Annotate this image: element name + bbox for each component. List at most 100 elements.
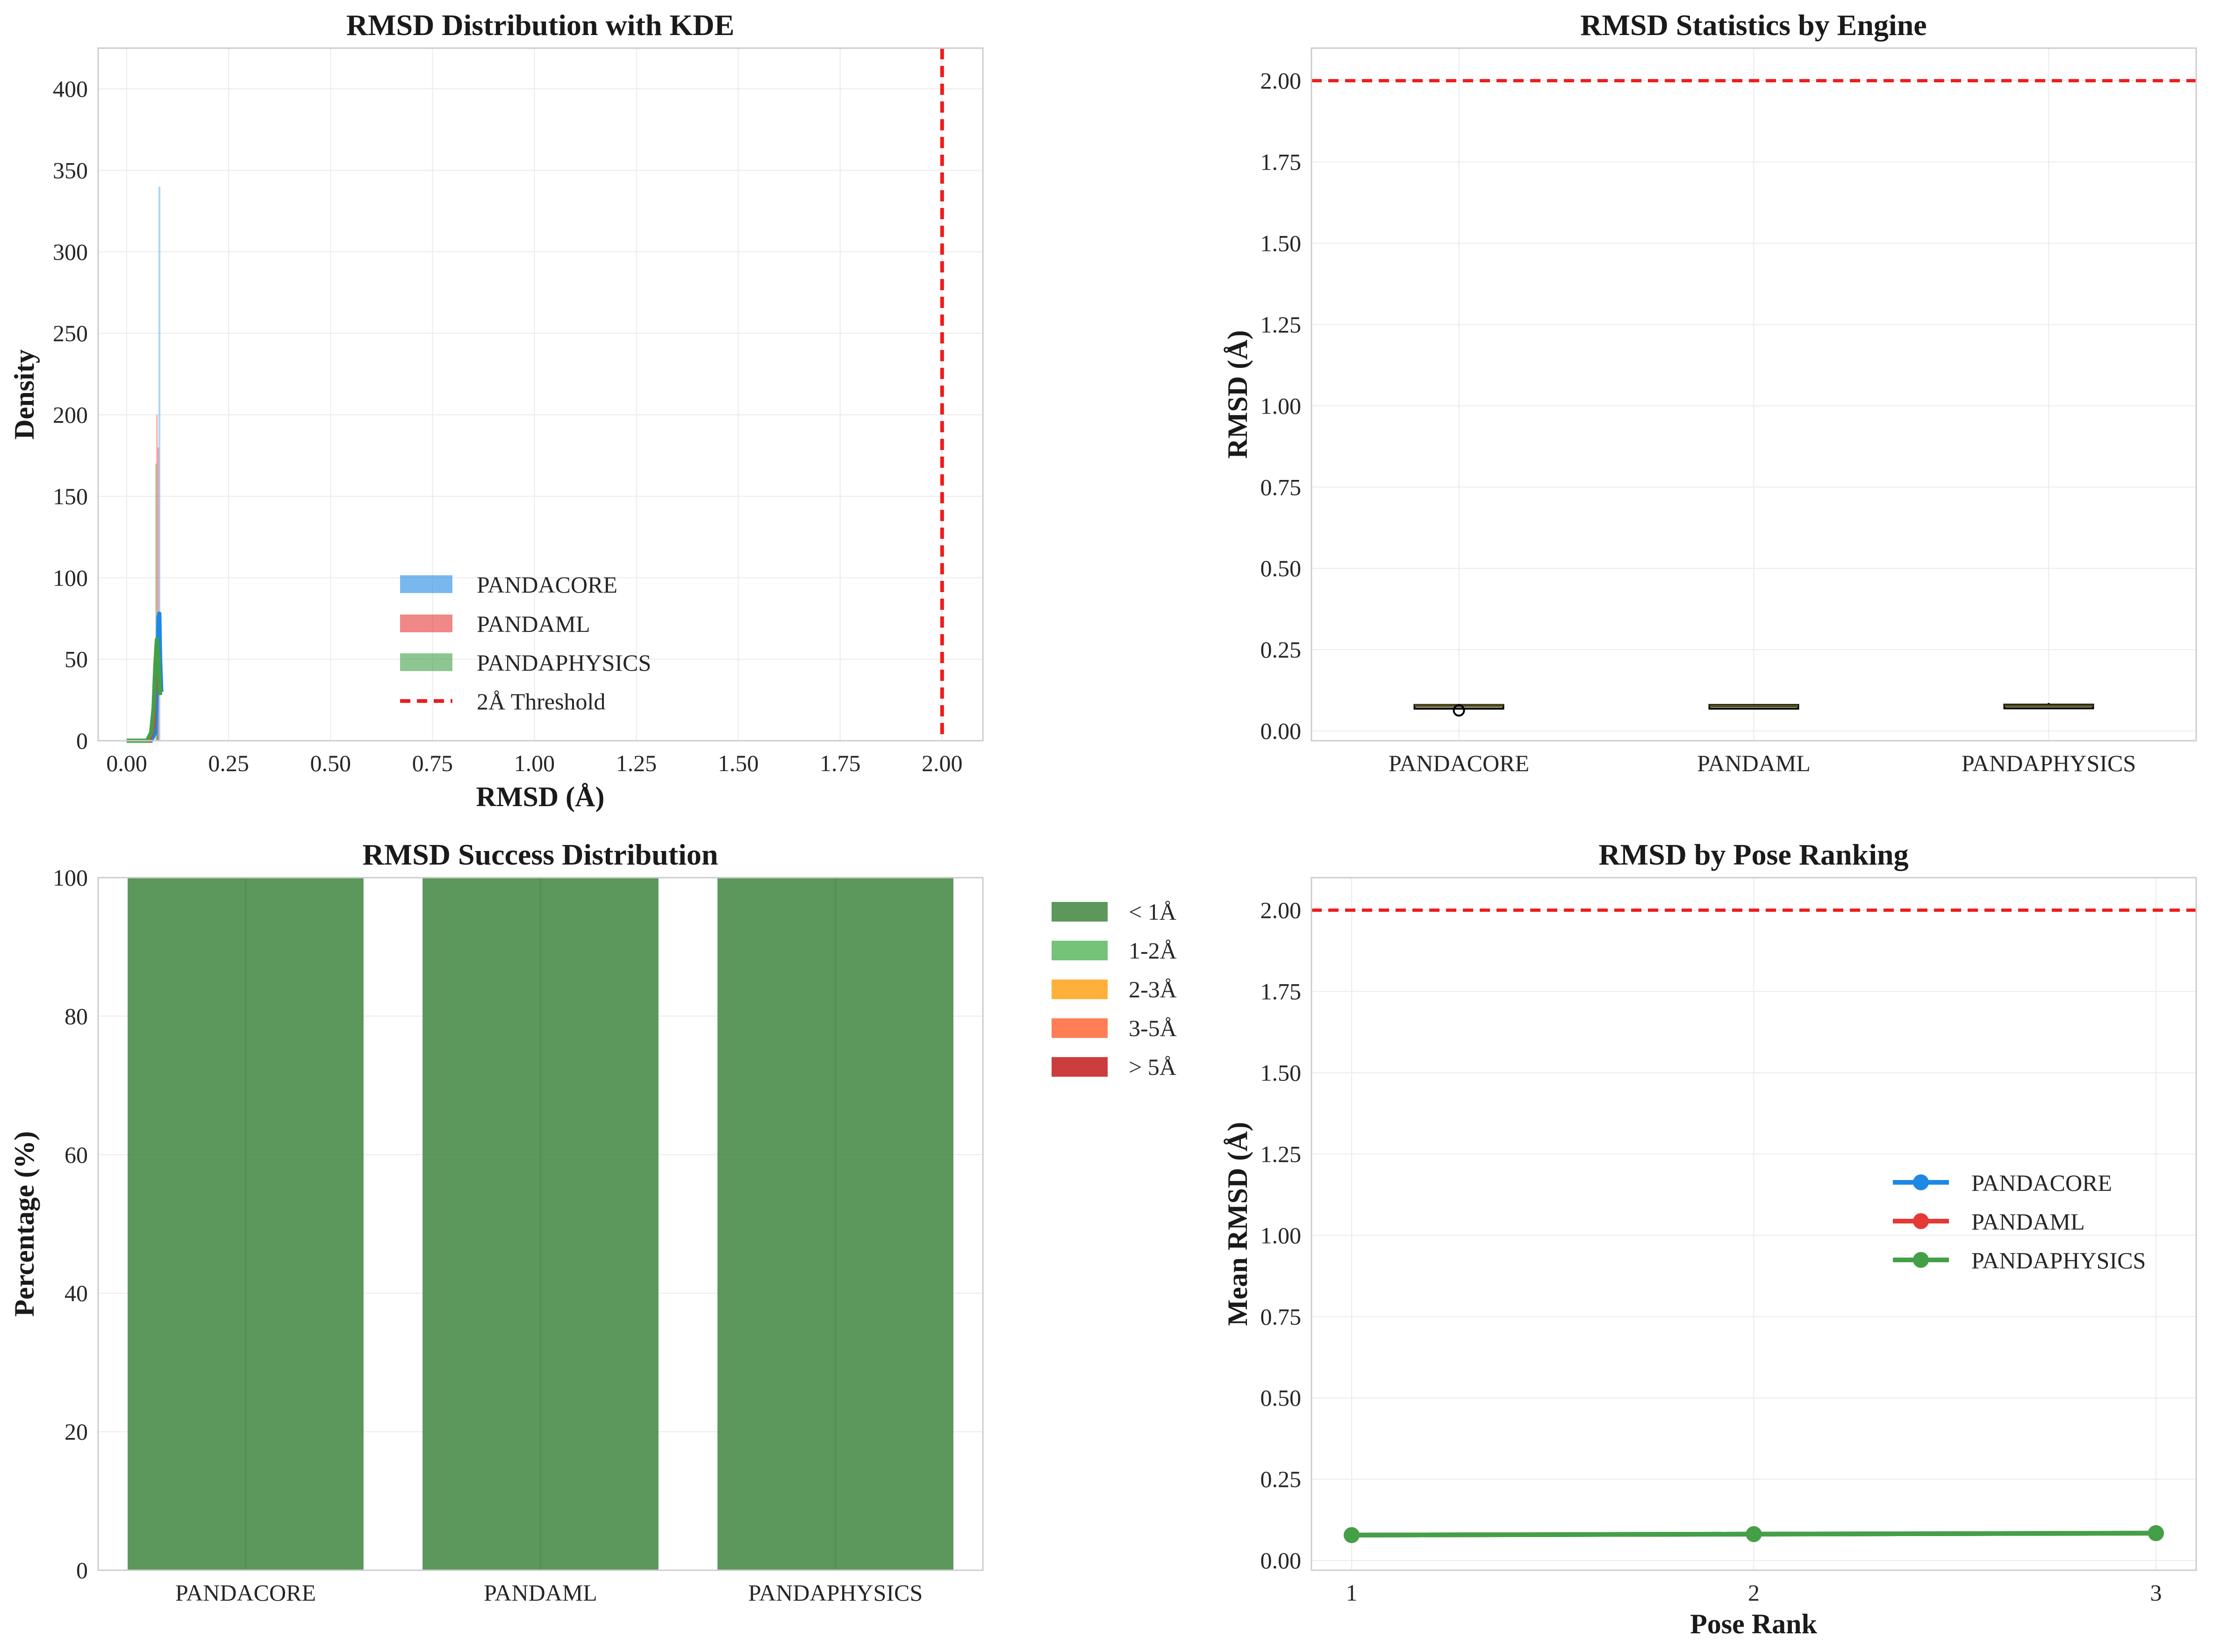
panel-rmsd-distribution: 0.00 0.25 0.50 0.75 1.00 1.25 1.50 1.75 2.00 0 50… [9, 8, 984, 812]
x-tick-label: 0.00 [106, 750, 147, 776]
y-tick-label: 1.75 [1260, 979, 1302, 1005]
y-tick-label: 0.75 [1260, 1303, 1302, 1330]
legend-marker-pandaml [1913, 1213, 1929, 1229]
y-tick-label: 300 [53, 239, 88, 265]
panel-rmsd-statistics: PANDACORE PANDAML PANDAPHYSICS 0.00 0.25 0.5… [1222, 8, 2197, 776]
y-tick-label: 60 [64, 1142, 88, 1168]
legend-swatch-1-2 [1052, 941, 1108, 960]
x-axis-label: RMSD (Å) [476, 781, 605, 812]
bar-segment-pandaml [423, 878, 659, 1570]
y-tick-label: 350 [53, 157, 88, 184]
histogram-bar-pandaml [157, 447, 159, 741]
x-tick-label: 2.00 [922, 750, 963, 776]
y-tick-label: 400 [53, 76, 88, 102]
x-tick-label: PANDAPHYSICS [748, 1580, 923, 1606]
bar-segment-pandaphysics [717, 878, 953, 1570]
chart-title: RMSD Statistics by Engine [1580, 8, 1927, 42]
kde-line-pandaphysics [127, 637, 163, 743]
y-tick-label: 1.75 [1260, 149, 1302, 175]
legend-swatch-gt5 [1052, 1057, 1108, 1077]
stacked-bars [128, 878, 953, 1570]
legend-label-pandaphysics: PANDAPHYSICS [1971, 1247, 2146, 1273]
y-tick-label: 50 [64, 646, 88, 672]
histogram-bar-pandaml [156, 415, 158, 741]
legend-label-gt5: > 5Å [1129, 1054, 1176, 1080]
y-axis-label: RMSD (Å) [1222, 330, 1253, 459]
legend-label-1-2: 1-2Å [1129, 937, 1177, 964]
x-tick-label: PANDACORE [1389, 750, 1529, 776]
y-axis-label: Mean RMSD (Å) [1222, 1122, 1253, 1326]
x-tick-label: 1.75 [820, 750, 861, 776]
histogram-bar-pandaphysics [155, 464, 158, 741]
y-tick-label: 100 [53, 865, 88, 891]
series-point-pandaphysics [1344, 1527, 1360, 1543]
y-tick-label: 100 [53, 565, 88, 591]
legend-marker-pandaphysics [1913, 1252, 1929, 1268]
legend-label-threshold: 2Å Threshold [477, 688, 605, 715]
legend-swatch-pandaphysics [400, 653, 452, 671]
y-tick-label: 1.25 [1260, 1141, 1302, 1167]
y-tick-label: 0.75 [1260, 474, 1302, 500]
y-tick-label: 20 [64, 1419, 88, 1445]
legend-marker-pandacore [1913, 1174, 1929, 1190]
series-lines [1344, 1525, 2164, 1543]
y-tick-label: 150 [53, 483, 88, 509]
legend-label-3-5: 3-5Å [1129, 1015, 1177, 1041]
plot-frame [97, 47, 984, 742]
histogram-bar-pandacore [158, 186, 161, 741]
bar-segment-pandacore [128, 878, 364, 1570]
x-tick-label: 1 [1346, 1580, 1358, 1606]
x-axis-label: Pose Rank [1690, 1609, 1817, 1639]
kde-curves [127, 611, 164, 743]
y-tick-label: 0.25 [1260, 636, 1302, 663]
y-tick-label: 0.50 [1260, 555, 1302, 581]
legend-swatch-2-3 [1052, 980, 1108, 999]
legend-label-pandaml: PANDAML [1971, 1209, 2085, 1235]
panel-rmsd-pose-ranking: 1 2 3 0.00 0.25 0.50 0.75 1.00 1.25 1.50 1.75 2.00… [1222, 838, 2197, 1639]
series-point-pandaphysics [1746, 1526, 1762, 1542]
y-tick-label: 200 [53, 402, 88, 428]
legend: < 1Å 1-2Å 2-3Å 3-5Å > 5Å [1052, 899, 1177, 1080]
x-tick-label: PANDAML [484, 1580, 597, 1606]
legend: PANDACORE PANDAML PANDAPHYSICS [1893, 1170, 2146, 1273]
legend-swatch-lt1 [1052, 902, 1108, 922]
y-tick-label: 0.00 [1260, 718, 1302, 744]
legend-label-lt1: < 1Å [1129, 899, 1176, 925]
y-tick-label: 2.00 [1260, 897, 1302, 923]
y-tick-label: 1.50 [1260, 1059, 1302, 1086]
x-tick-label: PANDAPHYSICS [1962, 750, 2136, 776]
legend-swatch-pandaml [400, 615, 452, 632]
y-tick-label: 0 [76, 1557, 88, 1583]
y-tick-label: 0.50 [1260, 1385, 1302, 1411]
x-tick-label: 1.00 [514, 750, 555, 776]
y-tick-label: 40 [64, 1280, 88, 1306]
y-tick-label: 1.00 [1260, 1222, 1302, 1248]
y-tick-label: 0.25 [1260, 1466, 1302, 1492]
chart-title: RMSD Success Distribution [363, 838, 718, 871]
legend-label-2-3: 2-3Å [1129, 976, 1177, 1002]
legend-swatch-3-5 [1052, 1018, 1108, 1038]
plot-frame [97, 877, 984, 1571]
legend-label-pandaphysics: PANDAPHYSICS [477, 650, 651, 676]
y-tick-label: 0 [76, 728, 88, 754]
x-tick-label: 0.75 [412, 750, 453, 776]
y-tick-label: 0.00 [1260, 1547, 1302, 1573]
legend-label-pandacore: PANDACORE [477, 572, 617, 598]
legend-label-pandaml: PANDAML [477, 611, 590, 637]
y-axis-label: Percentage (%) [9, 1131, 40, 1316]
series-point-pandaphysics [2148, 1525, 2164, 1541]
legend-label-pandacore: PANDACORE [1971, 1170, 2112, 1196]
x-tick-label: PANDACORE [175, 1580, 316, 1606]
x-tick-label: PANDAML [1697, 750, 1811, 776]
x-tick-label: 0.25 [208, 750, 249, 776]
y-tick-label: 250 [53, 320, 88, 346]
plot-frame [1311, 877, 2197, 1571]
x-tick-label: 1.25 [616, 750, 657, 776]
panel-rmsd-success: PANDACORE PANDAML PANDAPHYSICS 0 20 40 60 80 10… [9, 838, 1177, 1606]
y-tick-label: 1.00 [1260, 393, 1302, 419]
chart-title: RMSD Distribution with KDE [346, 8, 734, 42]
y-tick-label: 80 [64, 1003, 88, 1029]
box-plots [1413, 703, 2094, 717]
y-tick-label: 1.50 [1260, 230, 1302, 256]
